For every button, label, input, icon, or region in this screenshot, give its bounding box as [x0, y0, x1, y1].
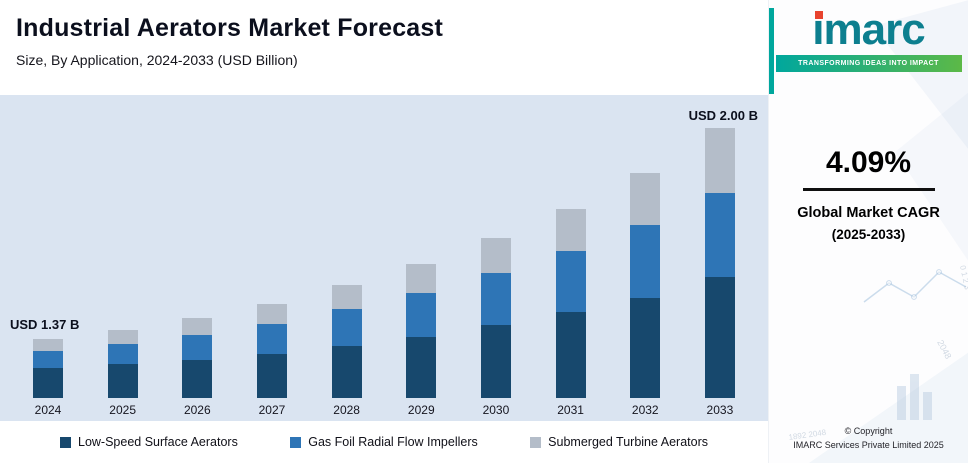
bar-segment: [33, 351, 63, 368]
bar-column-2025: 2025: [95, 330, 151, 417]
bar-segment: [107, 330, 138, 344]
x-axis-label: 2029: [407, 403, 435, 417]
bar-segment: [331, 346, 362, 398]
bar-segment: [630, 298, 661, 398]
bar-segment: [107, 344, 138, 364]
x-axis-label: 2028: [333, 403, 360, 417]
stacked-bar-2026: [182, 318, 213, 398]
bar-segment: [480, 325, 511, 398]
decor-chart-graphics: 2048 1892 2048 0 1 2 3: [788, 0, 968, 463]
bar-segment: [480, 273, 511, 325]
legend-label: Gas Foil Radial Flow Impellers: [308, 435, 478, 449]
bar-segment: [256, 304, 287, 324]
bar-column-2024: 2024: [20, 339, 76, 417]
sidebar-content: ımarc TRANSFORMING IDEAS INTO IMPACT 4.0…: [769, 0, 968, 463]
copyright-line1: © Copyright: [844, 426, 893, 437]
x-axis-label: 2026: [183, 403, 211, 417]
chart-section: Industrial Aerators Market Forecast Size…: [0, 0, 768, 463]
legend-swatch: [60, 436, 71, 448]
stacked-bar-2030: [480, 238, 511, 398]
cagr-label: Global Market CAGR: [797, 205, 940, 221]
chart-legend: Low-Speed Surface Aerators Gas Foil Radia…: [0, 421, 768, 463]
bar-segment: [704, 277, 735, 398]
bar-segment: [555, 209, 586, 251]
copyright-line2: IMARC Services Private Limited 2025: [793, 440, 944, 451]
copyright: © Copyright IMARC Services Private Limit…: [769, 425, 968, 453]
bar-segment: [182, 360, 213, 398]
brand-sidebar: 2048 1892 2048 0 1 2 3 ımarc TRANSFORMIN…: [768, 0, 968, 463]
x-axis-label: 2025: [109, 403, 136, 417]
bar-segment: [33, 368, 63, 398]
bar-segment: [555, 251, 586, 312]
bar-segment: [406, 293, 437, 337]
stacked-bar-2027: [256, 304, 287, 398]
bar-segment: [630, 173, 661, 225]
legend-item: Low-Speed Surface Aerators: [60, 435, 238, 449]
legend-label: Submerged Turbine Aerators: [548, 435, 708, 449]
x-axis-label: 2030: [482, 403, 510, 417]
stacked-bar-2029: [406, 264, 437, 398]
x-axis-label: 2032: [631, 403, 659, 417]
bar-segment: [630, 225, 661, 298]
stacked-bar-2028: [331, 285, 362, 398]
cagr-underline: [802, 188, 935, 191]
bar-segment: [555, 312, 586, 398]
bar-segment: [406, 264, 437, 293]
legend-item: Gas Foil Radial Flow Impellers: [290, 435, 478, 449]
bar-segment: [256, 354, 287, 398]
bar-column-2026: 2026: [169, 318, 225, 417]
x-axis-label: 2031: [557, 403, 584, 417]
bar-column-2029: 2029: [393, 264, 449, 417]
legend-label: Low-Speed Surface Aerators: [78, 435, 238, 449]
page-subtitle: Size, By Application, 2024-2033 (USD Bil…: [16, 52, 298, 68]
stacked-bar-2033: [704, 128, 735, 398]
bar-segment: [480, 238, 511, 273]
stacked-bar-2025: [107, 330, 138, 398]
bar-segment: [182, 335, 213, 360]
value-label-2033: USD 2.00 B: [688, 108, 758, 123]
bar-column-2028: 2028: [319, 285, 375, 417]
bar-segment: [331, 285, 362, 309]
stacked-bar-2032: [630, 173, 661, 398]
bar-column-2027: 2027: [244, 304, 300, 417]
plot-area: 2024 2025 2026 2027 2028 2029 2030 2031 2032 2033: [0, 128, 768, 417]
logo-red-dot-icon: [815, 11, 824, 19]
x-axis-label: 2024: [34, 403, 62, 417]
bar-segment: [256, 324, 287, 354]
legend-swatch: [290, 436, 302, 448]
imarc-logo: ımarc: [812, 5, 925, 54]
x-axis-label: 2033: [706, 403, 734, 417]
bar-segment: [107, 364, 138, 398]
stacked-bar-2031: [555, 209, 586, 398]
bar-segment: [182, 318, 213, 335]
bar-column-2033: 2033: [692, 128, 748, 417]
chart-panel: USD 1.37 B USD 2.00 B 2024 2025 2026 2027 20…: [0, 95, 768, 421]
cagr-value: 4.09%: [825, 146, 912, 179]
bar-segment: [704, 193, 735, 277]
bar-segment: [33, 339, 63, 351]
page-title: Industrial Aerators Market Forecast: [16, 14, 444, 42]
legend-swatch: [530, 436, 542, 448]
legend-item: Submerged Turbine Aerators: [530, 435, 708, 449]
chart-header: Industrial Aerators Market Forecast Size…: [0, 0, 768, 68]
stacked-bar-2024: [33, 339, 63, 398]
bar-column-2031: 2031: [543, 209, 599, 417]
brand-tagline: TRANSFORMING IDEAS INTO IMPACT: [775, 55, 962, 72]
x-axis-label: 2027: [258, 403, 286, 417]
bar-segment: [704, 128, 735, 193]
bar-column-2032: 2032: [617, 173, 673, 417]
bar-column-2030: 2030: [468, 238, 524, 417]
imarc-logo-text: ımarc: [812, 5, 925, 54]
brand-accent-strip: [769, 8, 774, 94]
decor-bars: [897, 374, 932, 420]
decor-number: 0 1 2 3: [958, 265, 968, 291]
cagr-period: (2025-2033): [831, 227, 906, 242]
bar-segment: [331, 309, 362, 346]
value-label-2024: USD 1.37 B: [10, 317, 80, 332]
bar-segment: [406, 337, 437, 398]
